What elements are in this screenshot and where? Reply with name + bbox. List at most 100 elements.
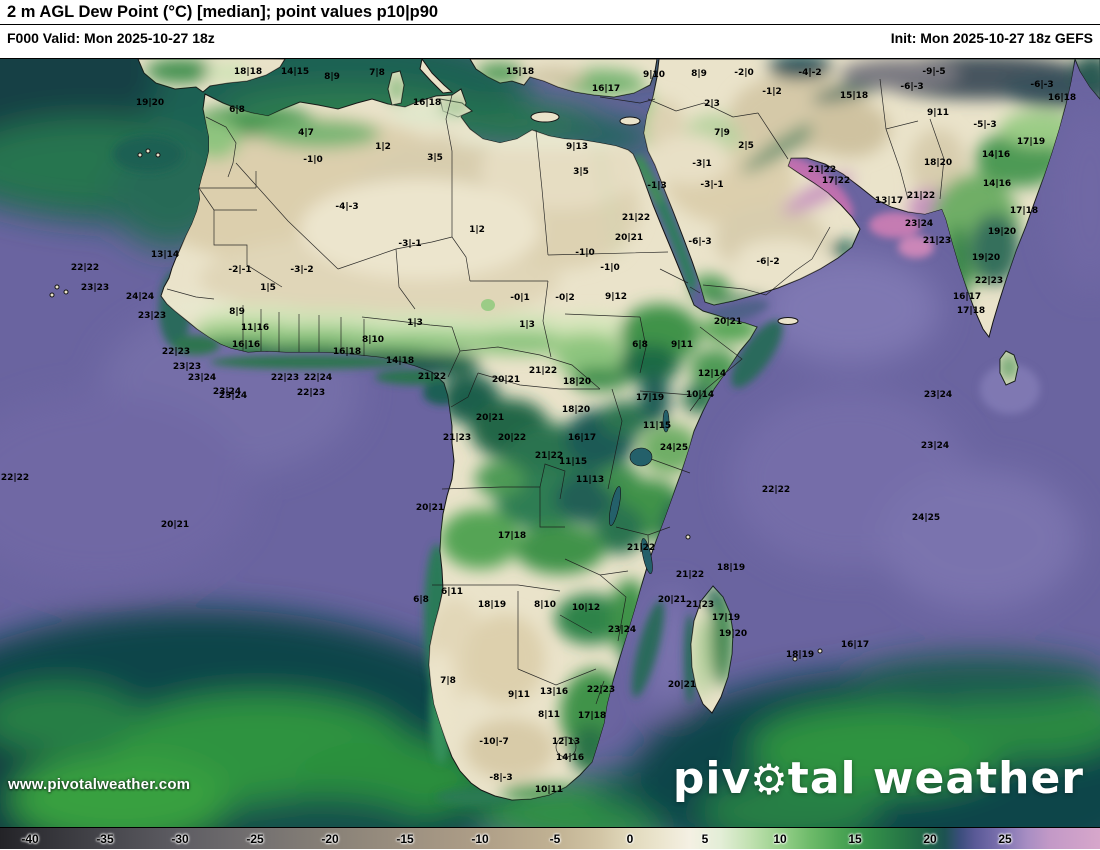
point-value: 21|22 xyxy=(627,543,655,553)
point-value: 17|22 xyxy=(822,176,850,186)
point-value: 16|18 xyxy=(413,98,441,108)
point-value: 20|21 xyxy=(714,317,742,327)
point-value: -1|0 xyxy=(575,248,595,258)
point-value: 11|16 xyxy=(241,323,269,333)
dewpoint-colorbar: -40 -35 -30 -25 -20 -15 -10 -5 0 5 10 15 20 25 xyxy=(0,827,1100,849)
valid-time-label: F000 Valid: Mon 2025-10-27 18z xyxy=(7,30,215,46)
country-borders-layer xyxy=(166,78,945,758)
point-value: 17|18 xyxy=(1010,206,1038,216)
point-value: 20|21 xyxy=(668,680,696,690)
point-value: 18|20 xyxy=(563,377,591,387)
point-value: -3|1 xyxy=(692,159,712,169)
gear-icon: ⚙ xyxy=(750,755,789,804)
point-value: 6|11 xyxy=(441,587,463,597)
point-value: 21|23 xyxy=(923,236,951,246)
point-value: 18|20 xyxy=(562,405,590,415)
point-value: 22|22 xyxy=(762,485,790,495)
point-value: 24|24 xyxy=(126,292,154,302)
point-value: 23|24 xyxy=(188,373,216,383)
point-value: -2|0 xyxy=(734,68,754,78)
point-value: 9|11 xyxy=(927,108,949,118)
point-value: 2|3 xyxy=(704,99,720,109)
colorbar-tick-label: -15 xyxy=(396,831,414,846)
point-value: 1|2 xyxy=(375,142,391,152)
point-value: 9|11 xyxy=(671,340,693,350)
point-value: 8|9 xyxy=(691,69,707,79)
point-value: 18|19 xyxy=(717,563,745,573)
point-value: 9|10 xyxy=(643,70,665,80)
point-value: 10|12 xyxy=(572,603,600,613)
point-value: 20|21 xyxy=(161,520,189,530)
point-value: 9|12 xyxy=(605,292,627,302)
point-value: 19|20 xyxy=(719,629,747,639)
colorbar-tick-label: 15 xyxy=(848,831,862,846)
point-value: -6|-3 xyxy=(1030,80,1053,90)
colorbar-tick-label: 0 xyxy=(626,831,634,846)
point-value: 22|23 xyxy=(297,388,325,398)
logo-text-suffix: tal weather xyxy=(787,753,1084,804)
subtitle-row: F000 Valid: Mon 2025-10-27 18z Init: Mon… xyxy=(0,25,1100,58)
point-value: -3|-2 xyxy=(290,265,313,275)
point-value: 15|18 xyxy=(506,67,534,77)
point-value: 7|9 xyxy=(714,128,730,138)
point-value: 15|18 xyxy=(840,91,868,101)
point-value: 21|22 xyxy=(529,366,557,376)
point-value: 22|23 xyxy=(271,373,299,383)
point-value: 23|23 xyxy=(81,283,109,293)
point-value: 16|17 xyxy=(568,433,596,443)
point-value: 18|19 xyxy=(478,600,506,610)
point-value: 21|23 xyxy=(443,433,471,443)
point-value: 14|18 xyxy=(386,356,414,366)
colorbar-tick-label: -20 xyxy=(321,831,339,846)
point-value: 13|17 xyxy=(875,196,903,206)
point-value: 2|5 xyxy=(738,141,754,151)
point-value: 6|8 xyxy=(229,105,245,115)
point-value: 22|22 xyxy=(71,263,99,273)
point-value: 14|16 xyxy=(983,179,1011,189)
point-value: 23|24 xyxy=(213,387,241,397)
point-value: 22|23 xyxy=(587,685,615,695)
point-value: 9|11 xyxy=(508,690,530,700)
point-value: 16|17 xyxy=(592,84,620,94)
colorbar-tick-label: 10 xyxy=(773,831,787,846)
point-value: 17|19 xyxy=(712,613,740,623)
point-value: 23|24 xyxy=(608,625,636,635)
point-value: 23|23 xyxy=(173,362,201,372)
point-value: 19|20 xyxy=(136,98,164,108)
point-value: 3|5 xyxy=(573,167,589,177)
point-value: -0|1 xyxy=(510,293,530,303)
point-value: 1|2 xyxy=(469,225,485,235)
point-value: 23|23 xyxy=(138,311,166,321)
point-value: 21|22 xyxy=(535,451,563,461)
point-value: 20|21 xyxy=(615,233,643,243)
point-value: 18|20 xyxy=(924,158,952,168)
point-value: -0|2 xyxy=(555,293,575,303)
header: 2 m AGL Dew Point (°C) [median]; point v… xyxy=(0,0,1100,59)
point-value: 17|18 xyxy=(957,306,985,316)
colorbar-tick-label: -40 xyxy=(21,831,39,846)
colorbar-tick-label: -35 xyxy=(96,831,114,846)
point-value: -1|0 xyxy=(303,155,323,165)
point-value: 21|22 xyxy=(418,372,446,382)
dewpoint-map-svg: 18|18 14|15 8|9 7|8 19|20 16|18 15|18 16|17 9|10… xyxy=(0,59,1100,827)
point-value: 8|10 xyxy=(362,335,384,345)
colorbar-tick-label: -30 xyxy=(171,831,189,846)
point-value: 22|23 xyxy=(975,276,1003,286)
point-value: 17|19 xyxy=(636,393,664,403)
point-value: 19|20 xyxy=(972,253,1000,263)
point-value: -3|-1 xyxy=(700,180,723,190)
point-value: -9|-5 xyxy=(922,67,945,77)
land-shading-layer xyxy=(138,59,1100,800)
init-time-label: Init: Mon 2025-10-27 18z GEFS xyxy=(890,30,1093,46)
point-value: 7|8 xyxy=(440,676,456,686)
point-value: 1|3 xyxy=(519,320,535,330)
point-value: 20|21 xyxy=(416,503,444,513)
point-value: 23|24 xyxy=(219,391,247,401)
point-value: -2|-1 xyxy=(228,265,251,275)
colorbar-tick-label: -25 xyxy=(246,831,264,846)
point-value: 22|23 xyxy=(162,347,190,357)
point-value: 21|23 xyxy=(686,600,714,610)
point-value: 16|17 xyxy=(953,292,981,302)
point-value: -6|-2 xyxy=(756,257,779,267)
